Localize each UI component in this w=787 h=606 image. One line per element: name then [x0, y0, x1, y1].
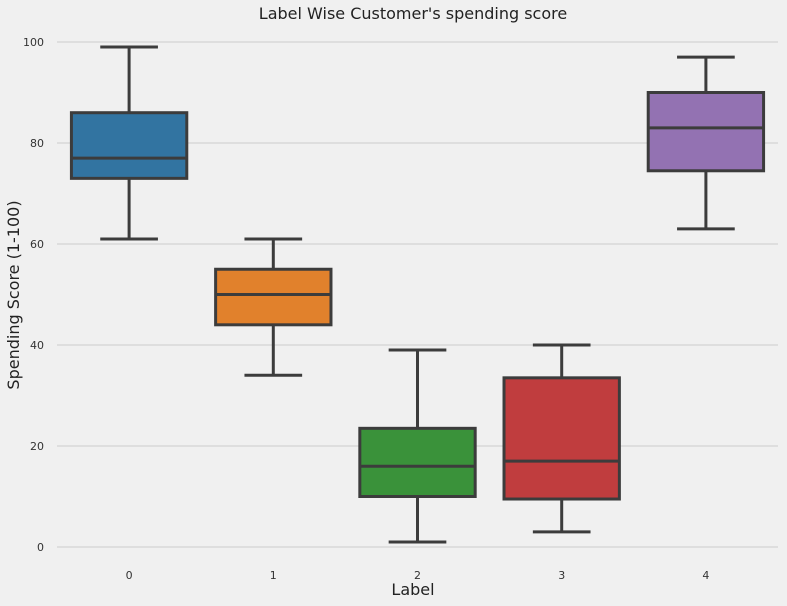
- box-group-4: [646, 55, 766, 231]
- x-tick-labels: 0 1 2 3 4: [126, 569, 710, 582]
- y-tick-label: 20: [30, 440, 44, 453]
- chart-title: Label Wise Customer's spending score: [259, 4, 567, 23]
- box-group-0: [69, 45, 189, 241]
- y-tick-label: 40: [30, 339, 44, 352]
- x-tick-label: 4: [702, 569, 709, 582]
- box-iqr: [214, 267, 333, 327]
- y-tick-label: 0: [37, 541, 44, 554]
- y-tick-labels: 0 20 40 60 80 100: [23, 36, 44, 554]
- box-iqr: [69, 111, 189, 180]
- x-tick-label: 1: [270, 569, 277, 582]
- box-iqr: [358, 426, 477, 499]
- box-iqr: [502, 376, 621, 501]
- boxes: [69, 45, 766, 544]
- x-axis-label: Label: [391, 580, 434, 599]
- box-group-2: [358, 348, 477, 544]
- y-axis-label: Spending Score (1-100): [4, 200, 23, 389]
- y-tick-label: 60: [30, 238, 44, 251]
- y-tick-label: 100: [23, 36, 44, 49]
- box-iqr: [646, 91, 766, 173]
- x-tick-label: 3: [558, 569, 565, 582]
- x-tick-label: 0: [126, 569, 133, 582]
- x-tick-label: 2: [414, 569, 421, 582]
- y-tick-label: 80: [30, 137, 44, 150]
- box-group-1: [214, 237, 333, 377]
- box-group-3: [502, 343, 621, 534]
